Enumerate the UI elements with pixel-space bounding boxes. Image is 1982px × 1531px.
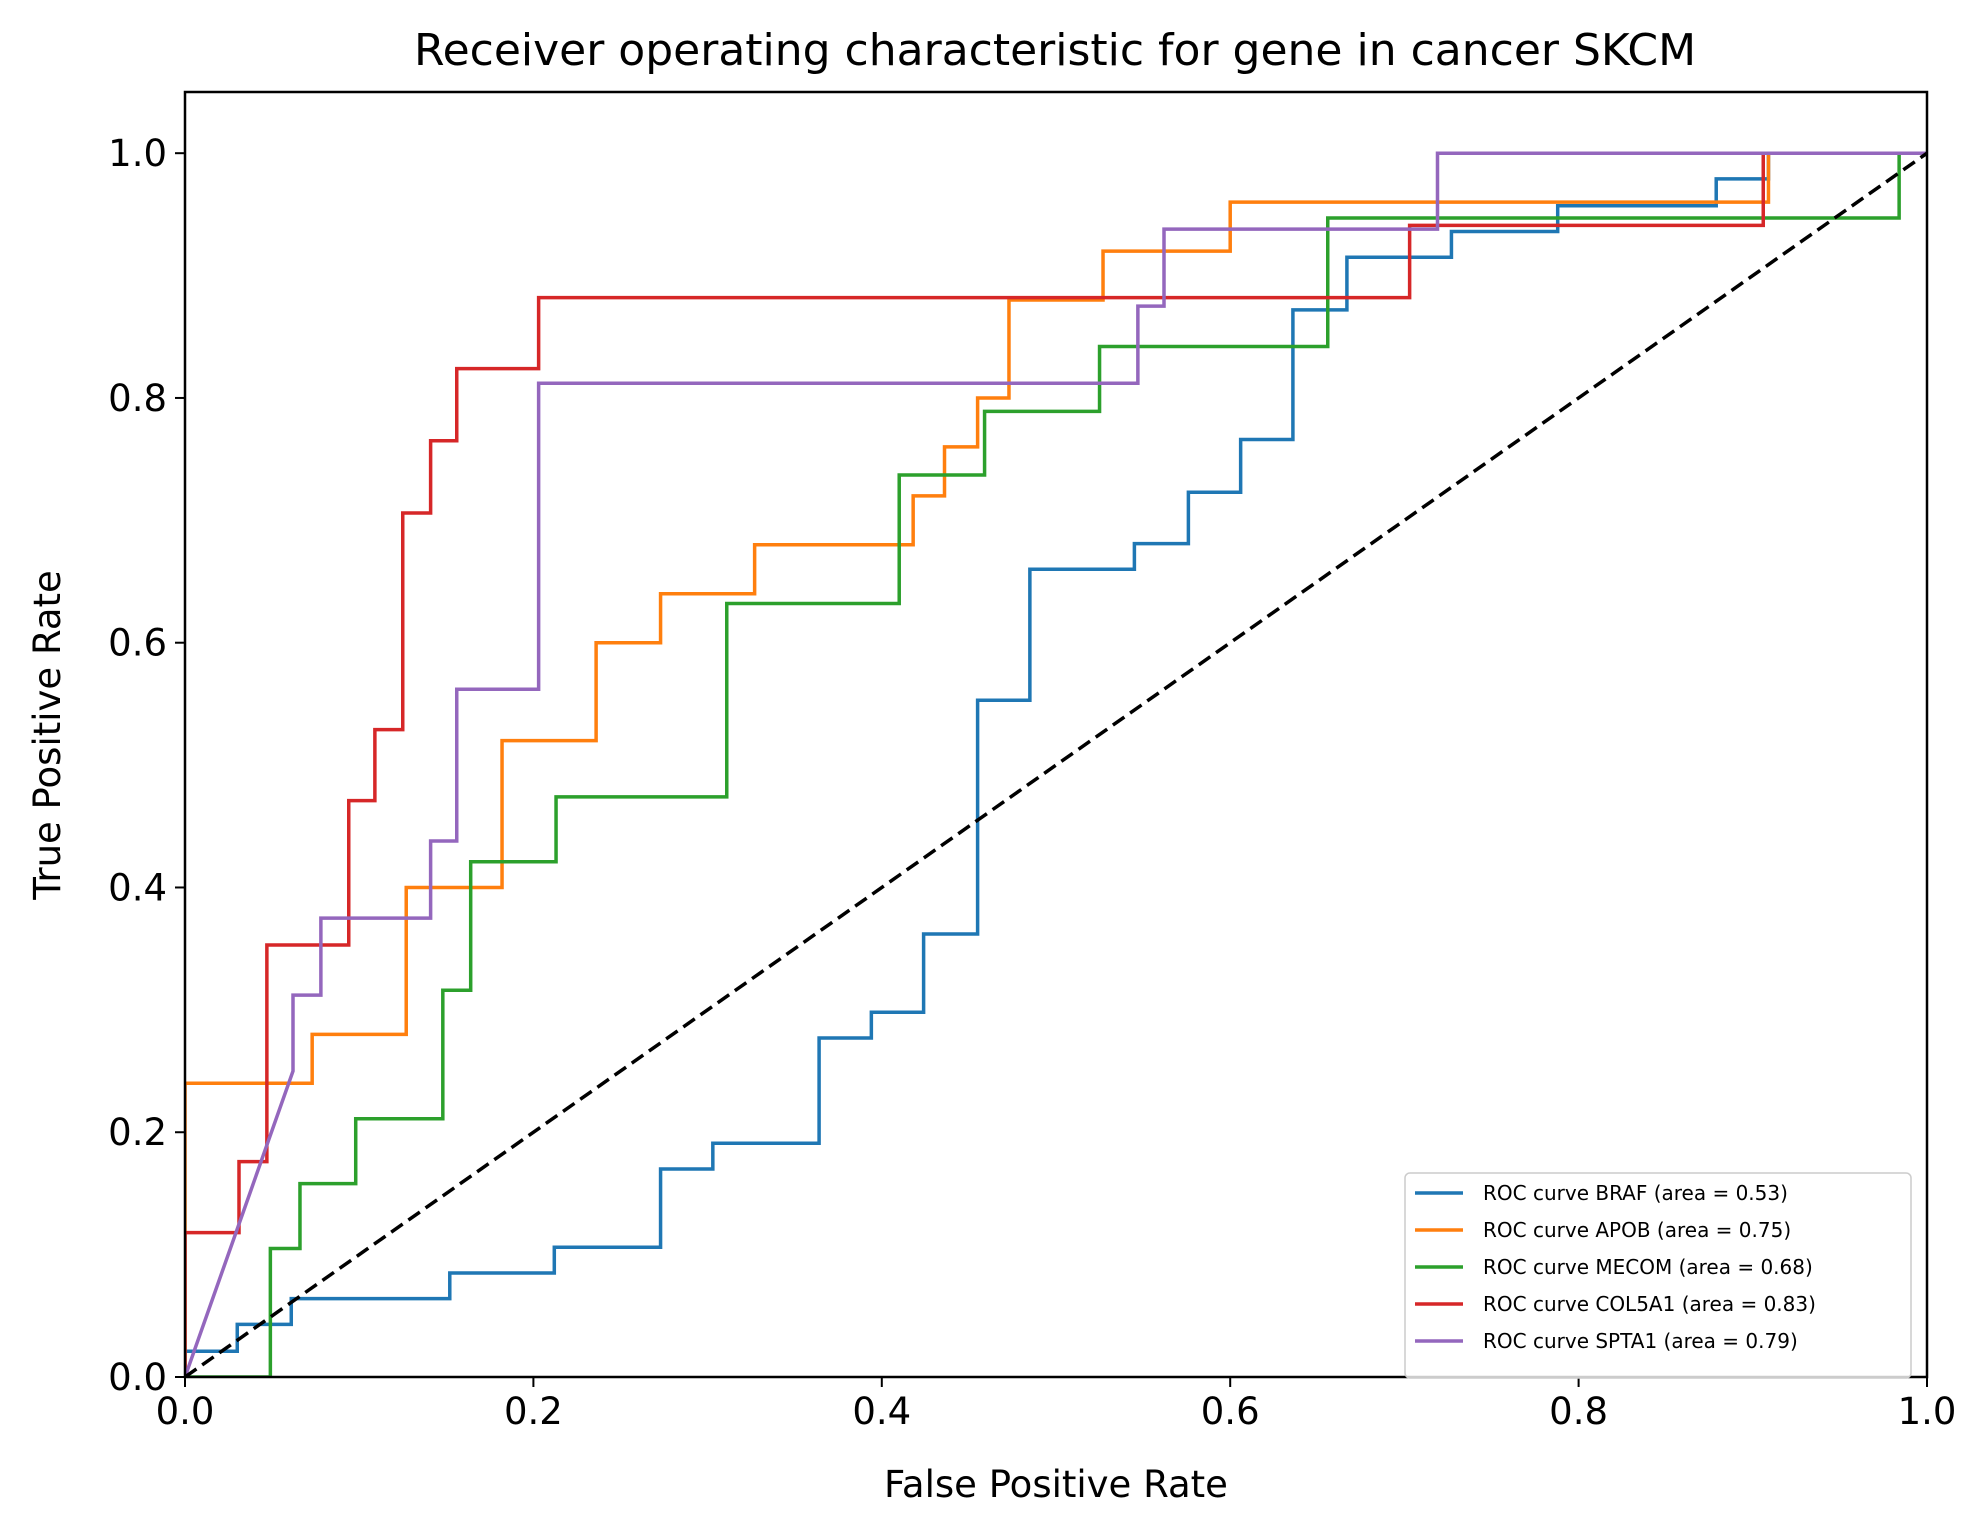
legend-label-1: ROC curve BRAF (area = 0.53): [1483, 1181, 1788, 1205]
legend: ROC curve BRAF (area = 0.53) ROC curve AP…: [1404, 1172, 1912, 1379]
y-tick-label: 1.0: [108, 132, 167, 175]
chart-title: Receiver operating characteristic for ge…: [414, 25, 1696, 76]
x-tick-label: 0.6: [1201, 1390, 1260, 1433]
legend-label-3: ROC curve MECOM (area = 0.68): [1483, 1255, 1813, 1279]
y-tick-label: 0.0: [108, 1356, 167, 1399]
series-line-5: [185, 151, 1927, 1377]
y-axis-label: True Positive Rate: [26, 570, 69, 901]
series-line-4: [185, 151, 1927, 1377]
y-tick-label: 0.8: [108, 377, 167, 420]
series-line-1: [185, 151, 1927, 1377]
reference-diagonal-line: [185, 151, 1927, 1377]
x-tick-label: 0.0: [156, 1390, 215, 1433]
legend-box: [1404, 1172, 1912, 1379]
plot-frame: [183, 90, 1929, 1379]
series-line-2: [185, 151, 1927, 1377]
y-tick-label: 0.6: [108, 622, 167, 665]
series-line-3: [185, 151, 1927, 1377]
legend-label-4: ROC curve COL5A1 (area = 0.83): [1483, 1292, 1816, 1316]
legend-label-5: ROC curve SPTA1 (area = 0.79): [1483, 1329, 1798, 1353]
y-tick-label: 0.4: [108, 866, 167, 909]
x-tick-label: 1.0: [1898, 1390, 1957, 1433]
x-axis-label: False Positive Rate: [884, 1463, 1228, 1506]
x-tick-label: 0.4: [852, 1390, 911, 1433]
x-tick-label: 0.8: [1549, 1390, 1608, 1433]
x-tick-label: 0.2: [504, 1390, 563, 1433]
legend-label-2: ROC curve APOB (area = 0.75): [1483, 1218, 1791, 1242]
y-tick-label: 0.2: [108, 1111, 167, 1154]
series-layer: [185, 151, 1927, 1377]
ticks-layer: 0.0 0.2 0.4 0.6 0.8 1.0 0.0 0.2 0.4 0.6 0.8 1.0: [108, 132, 1956, 1433]
